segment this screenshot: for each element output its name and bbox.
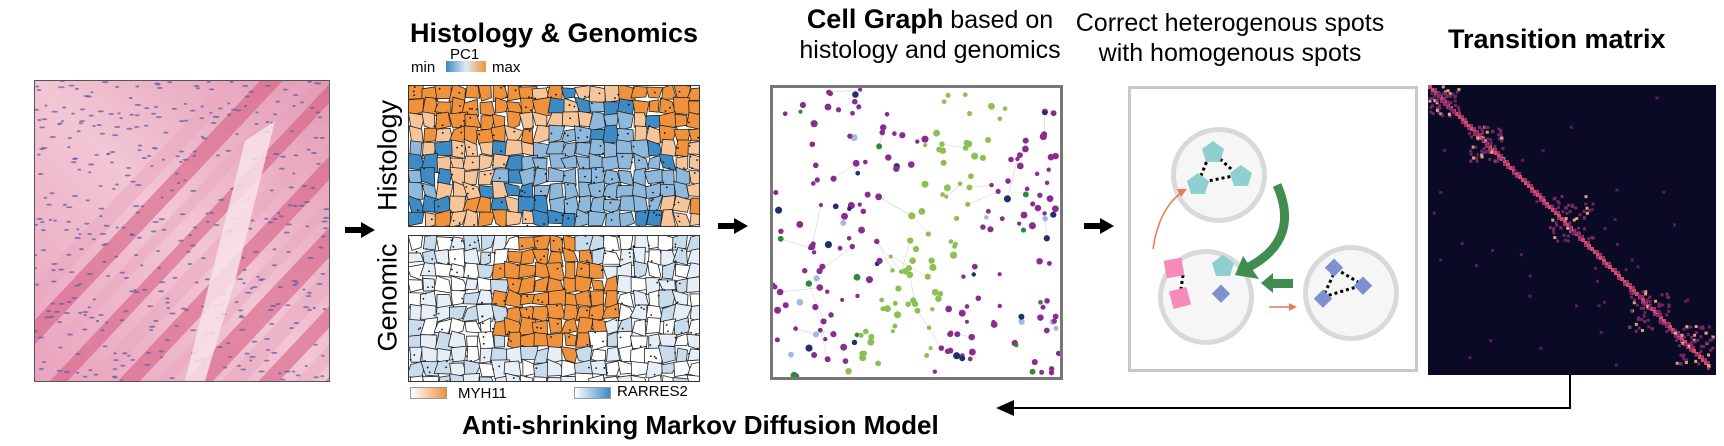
myh11-legend-label: MYH11 [458,385,507,402]
teal-pentagon-icon [1202,141,1224,162]
colorbar-pc1-label: PC1 [450,46,480,63]
cell-graph-title: Cell Graph based on histology and genomi… [780,4,1080,65]
cell-graph-panel [770,85,1063,380]
periwinkle-diamond-icon [1313,289,1333,308]
teal-pentagon-icon [1212,255,1234,276]
bottom-model-title: Anti-shrinking Markov Diffusion Model [462,410,939,440]
correction-panel [1128,86,1418,372]
genomic-row-label: Genomic [372,243,403,352]
periwinkle-diamond-icon [1211,284,1231,303]
rarres2-legend-label: RARRES2 [617,383,688,400]
colorbar-min-label: min [411,59,436,76]
correction-shapes [1152,141,1373,311]
cell-graph-title-rest: based on [943,6,1054,34]
correct-spots-title-line1: Correct heterogenous spots [1075,9,1385,37]
teal-pentagon-icon [1230,165,1252,186]
cell-graph-title-bold: Cell Graph [806,4,944,34]
colorbar-max-label: max [492,59,521,76]
periwinkle-diamond-icon [1324,258,1344,277]
pink-square-icon [1168,286,1192,310]
arrow-right-icon [718,218,748,234]
myh11-legend-swatch [410,387,447,399]
rarres2-legend-swatch [574,387,611,399]
arrow-right-icon [1084,218,1114,234]
pink-square-icon [1163,257,1185,279]
pc1-colorbar [446,61,486,72]
histology-genomics-title: Histology & Genomics [410,18,699,48]
he-tissue-image [34,80,330,382]
transition-matrix-heatmap [1428,85,1716,375]
genomic-voronoi-map [408,235,700,382]
histology-row-label: Histology [372,99,403,212]
cell-graph-title-line2: histology and genomics [799,36,1061,64]
homogeneous-spot-right [1303,245,1399,341]
histology-voronoi-map [408,85,700,227]
arrow-right-icon [345,222,375,238]
teal-pentagon-icon [1187,173,1209,194]
feedback-connector-arrow [996,374,1571,416]
transition-matrix-title: Transition matrix [1448,24,1666,54]
periwinkle-diamond-icon [1353,276,1373,295]
correct-spots-title-line2: with homogenous spots [1098,39,1362,67]
